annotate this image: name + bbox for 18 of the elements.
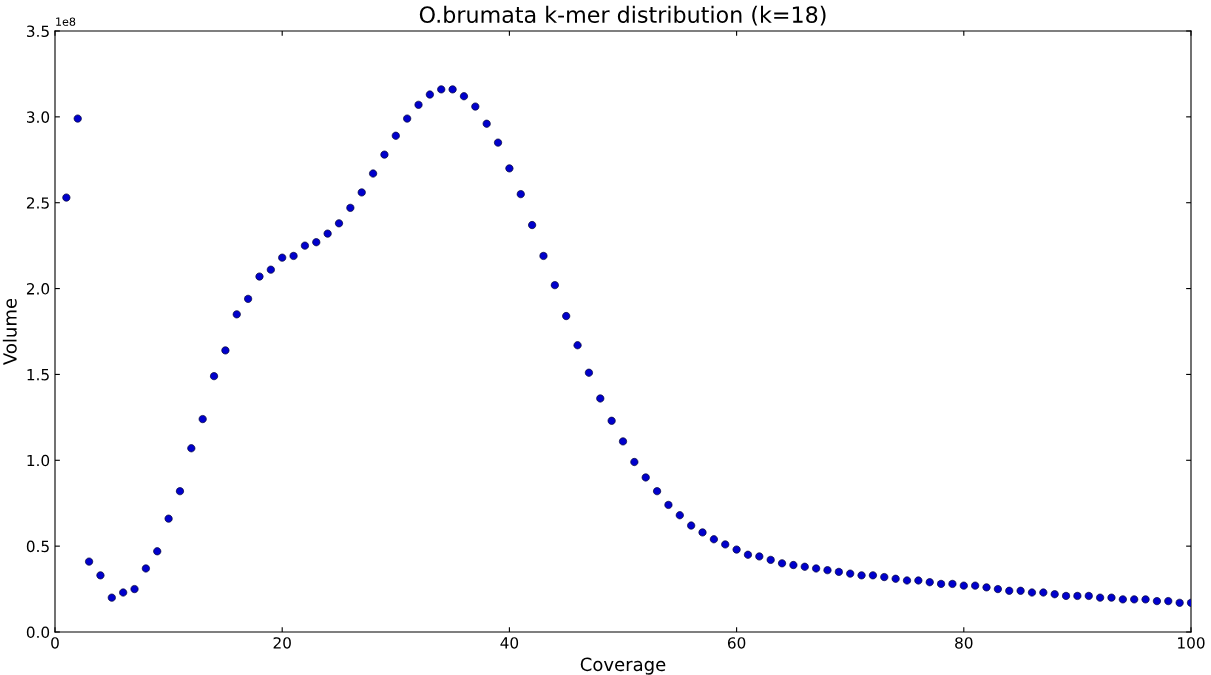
x-tick-label: 80 <box>955 637 973 649</box>
y-tick-label: 0.0 <box>26 626 50 639</box>
x-tick-label: 100 <box>1178 637 1205 649</box>
y-tick-label: 3.0 <box>27 111 50 123</box>
y-tick-label: 0.5 <box>26 540 49 553</box>
y-tick-label: 2.5 <box>26 197 49 209</box>
y-tick-label: 1.5 <box>27 369 49 381</box>
x-tick-label: 60 <box>727 637 746 649</box>
x-tick-label: 0 <box>51 637 59 649</box>
chart-title: O.brumata k-mer distribution (k=18) <box>419 5 826 26</box>
y-tick-label: 1.0 <box>27 454 50 467</box>
text: 1e8 <box>56 17 76 26</box>
y-tick-label: 2.0 <box>26 283 50 295</box>
y-tick-label: 3.5 <box>27 25 49 38</box>
y-axis-title: Volume <box>2 298 17 365</box>
x-tick-label: 20 <box>273 637 291 649</box>
x-axis-title: Coverage <box>580 657 666 675</box>
x-tick-label: 40 <box>500 637 519 649</box>
